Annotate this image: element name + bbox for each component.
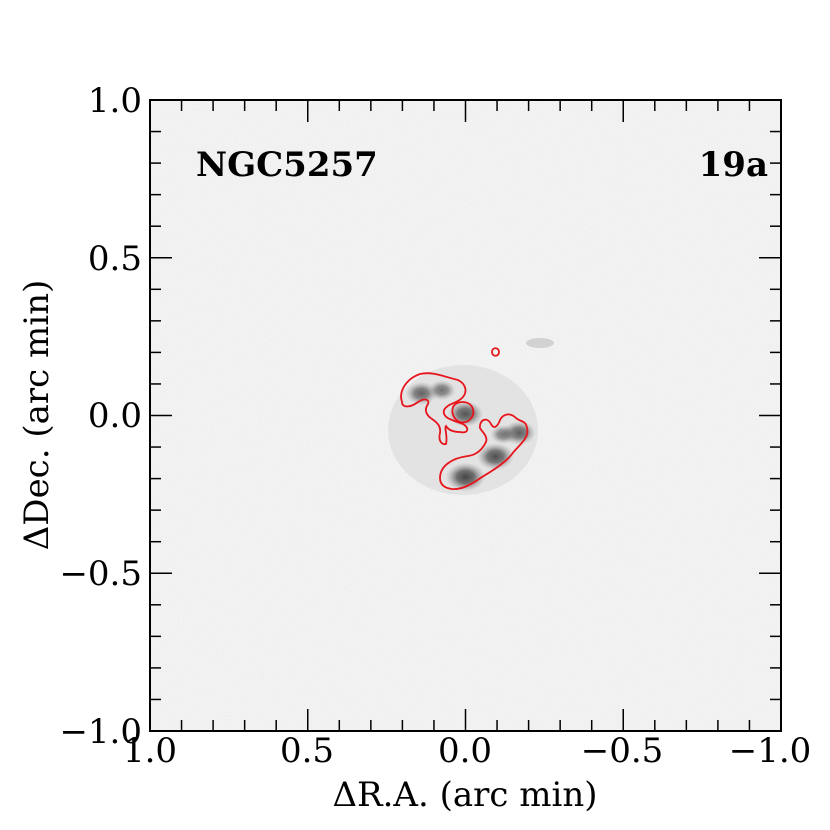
- y-tick-label: −0.5: [59, 554, 142, 594]
- y-tick-label: 0.5: [88, 239, 142, 279]
- axis-ticks: [149, 99, 782, 732]
- sky-image: [150, 100, 781, 731]
- x-tick-label: 0.0: [438, 731, 492, 771]
- contour-northwest-arm: [400, 372, 469, 446]
- y-tick-label: −1.0: [59, 712, 142, 752]
- emission-knot: [445, 462, 486, 492]
- x-tick-label: −1.0: [729, 731, 812, 771]
- emission-knot: [427, 380, 456, 401]
- panel-id-label: 19a: [699, 145, 768, 185]
- x-tick-label: 0.5: [280, 731, 334, 771]
- y-axis-title: ΔDec. (arc min): [17, 280, 57, 551]
- y-tick-label: 0.0: [88, 396, 142, 436]
- contours: [400, 347, 529, 490]
- contour-small-clump: [491, 347, 500, 357]
- emission-knot: [476, 443, 514, 470]
- contour-nucleus: [451, 401, 475, 424]
- emission-knot: [490, 424, 517, 445]
- y-tick-labels: −1.0 −0.5 0.0 0.5 1.0: [59, 81, 142, 752]
- contour-south-arm: [439, 413, 529, 490]
- x-tick-label: 1.0: [123, 731, 177, 771]
- object-name-label: NGC5257: [196, 145, 378, 185]
- y-tick-label: 1.0: [88, 81, 142, 121]
- x-tick-labels: 1.0 0.5 0.0 −0.5 −1.0: [123, 731, 811, 771]
- x-axis-title: ΔR.A. (arc min): [332, 775, 597, 815]
- x-tick-label: −0.5: [581, 731, 664, 771]
